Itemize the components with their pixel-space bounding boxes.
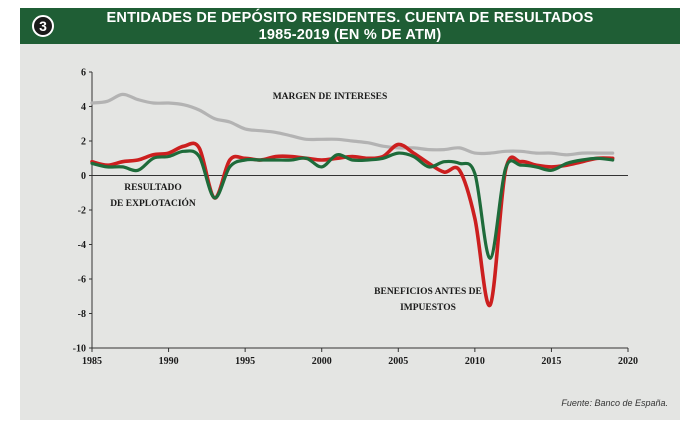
series-label: BENEFICIOS ANTES DE (374, 287, 482, 297)
y-tick-label: 2 (81, 137, 86, 148)
series-label: DE EXPLOTACIÓN (110, 197, 196, 209)
series-margen-de-intereses-line (90, 92, 615, 157)
y-tick-label: 4 (81, 102, 86, 113)
x-tick-label: 2000 (312, 356, 332, 367)
y-tick-label: -4 (78, 240, 86, 251)
chart-title: ENTIDADES DE DEPÓSITO RESIDENTES. CUENTA… (106, 10, 594, 26)
x-tick-label: 2005 (388, 356, 408, 367)
x-tick-label: 2020 (618, 356, 638, 367)
x-tick-label: 1995 (235, 356, 255, 367)
series-beneficios-antes-de-impuestos-line (90, 141, 615, 308)
y-tick-label: -10 (73, 344, 86, 355)
chart-number-badge: 3 (32, 15, 54, 37)
series-label: MARGEN DE INTERESES (273, 92, 388, 102)
x-tick-label: 1985 (82, 356, 102, 367)
series-label: IMPUESTOS (400, 303, 456, 313)
y-tick-label: -6 (78, 275, 86, 286)
chart-subtitle: 1985-2019 (EN % DE ATM) (258, 27, 442, 43)
source-note: Fuente: Banco de España. (561, 398, 668, 408)
title-banner: 3 ENTIDADES DE DEPÓSITO RESIDENTES. CUEN… (20, 8, 680, 44)
y-tick-label: 0 (81, 171, 86, 182)
y-tick-label: -2 (78, 206, 86, 217)
x-tick-label: 2010 (465, 356, 485, 367)
x-tick-label: 1990 (159, 356, 179, 367)
y-tick-label: -8 (78, 309, 86, 320)
x-tick-label: 2015 (541, 356, 561, 367)
y-tick-label: 6 (81, 68, 86, 79)
series-resultado-de-explotacion-line (90, 149, 615, 260)
series-label: RESULTADO (124, 183, 182, 193)
chart-panel (20, 8, 680, 420)
